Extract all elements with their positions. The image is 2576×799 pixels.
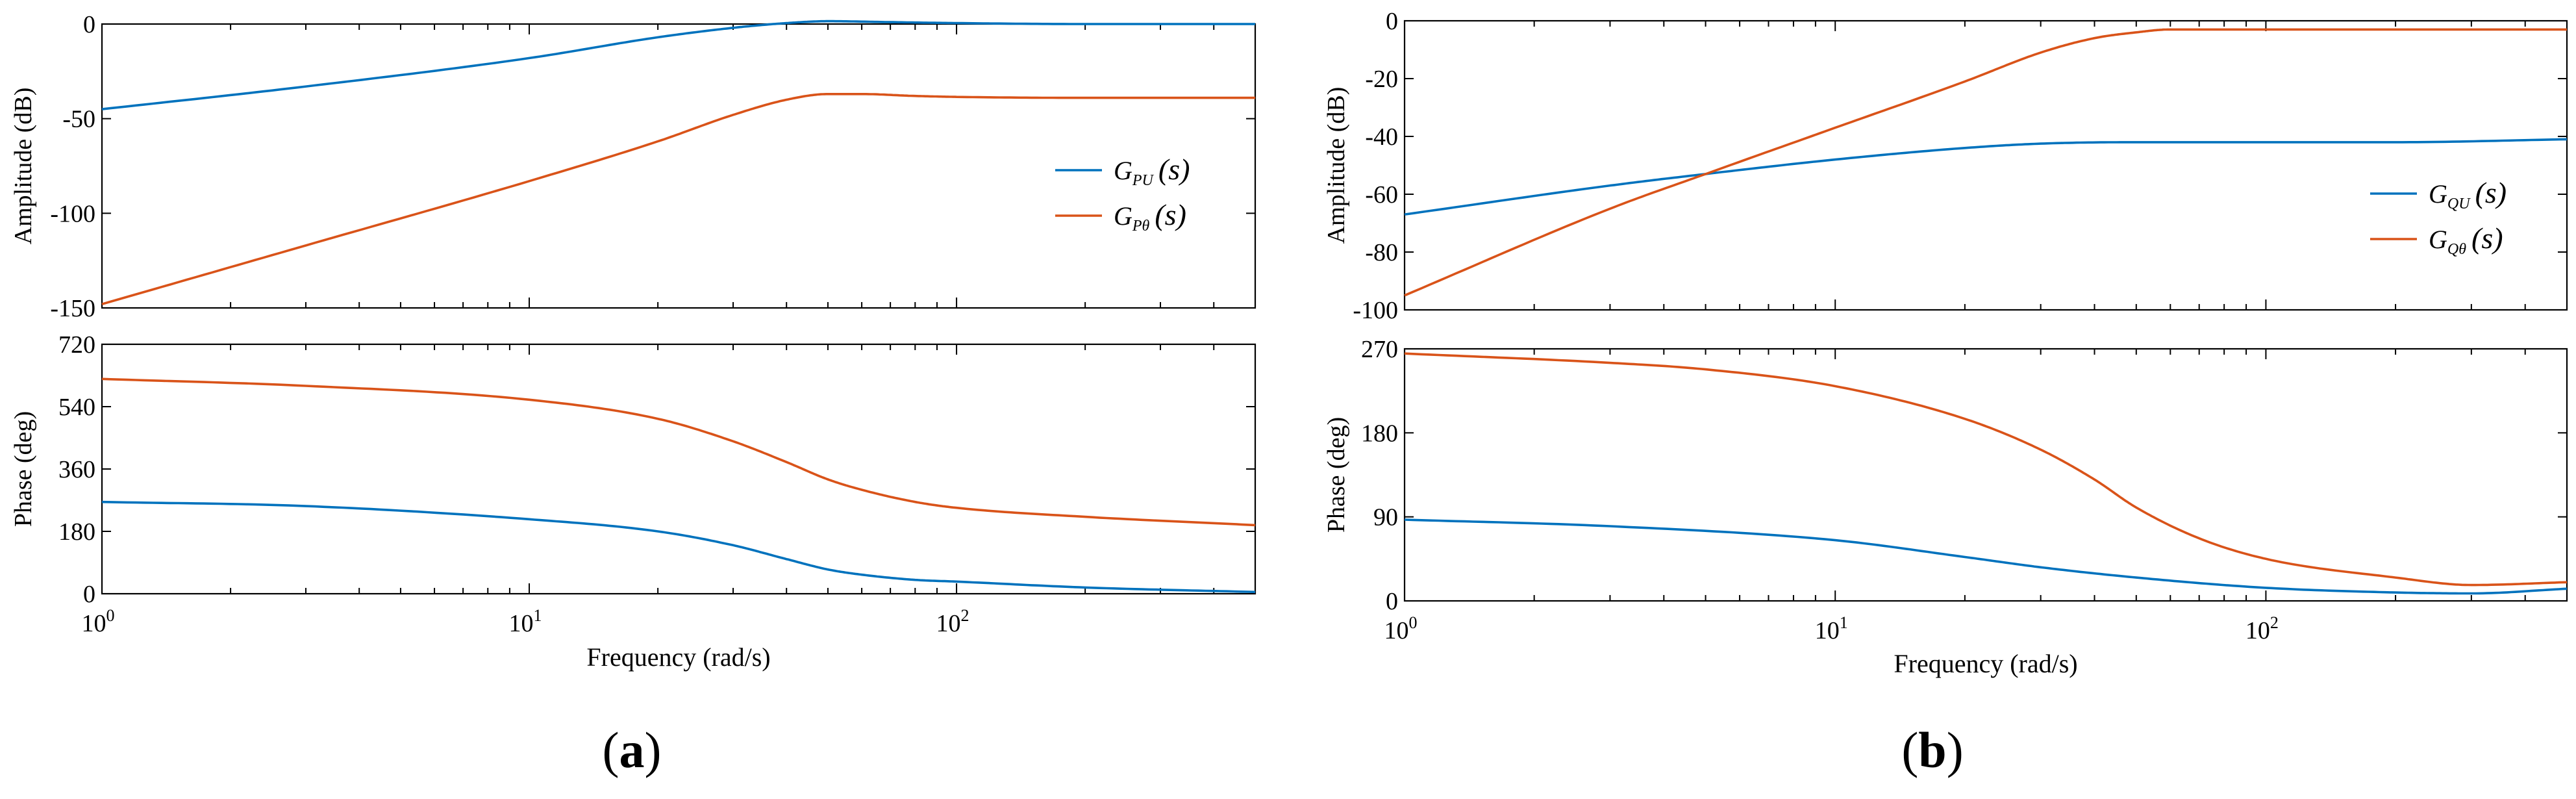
y-tick-label: -100 — [50, 200, 95, 227]
xlabel-b: Frequency (rad/s) — [1894, 649, 2077, 678]
chart-b: 0 -20 -40 -60 -80 -100 Amplitude (dB) GQU (s) GQθ… — [1323, 8, 2568, 678]
x-tick-label: 100 — [82, 606, 115, 637]
legend-entry: GPθ (s) — [1114, 198, 1186, 235]
phase-plot-a: 0 180 360 540 720 Phase (deg) — [10, 331, 1257, 608]
x-tick-label: 101 — [1815, 613, 1848, 644]
legend-entry: GQU (s) — [2429, 176, 2507, 212]
phase-series-G_PU(s) — [101, 500, 1256, 594]
phase-axes-box — [1403, 348, 2568, 602]
panel-label-a: (a) — [602, 722, 662, 778]
phase-ylabel: Phase (deg) — [1323, 417, 1350, 533]
x-tick-label: 100 — [1384, 613, 1418, 644]
phase-ylabel: Phase (deg) — [10, 411, 37, 527]
legend-entry: GPU (s) — [1114, 153, 1190, 189]
y-tick-label: 0 — [83, 11, 95, 38]
y-tick-label: -80 — [1365, 239, 1398, 266]
y-tick-label: 0 — [1386, 8, 1398, 35]
magnitude-plot-a: 0 -50 -100 -150 Amplitude (dB) GPU (s) GPθ (s) — [10, 11, 1257, 322]
phase-series-G_QU(s) — [1404, 518, 2568, 595]
y-tick-label: 90 — [1373, 504, 1398, 531]
y-tick-label: -40 — [1365, 123, 1398, 151]
y-tick-label: -60 — [1365, 181, 1398, 209]
phase-series-G_Qθ(s) — [1404, 352, 2568, 587]
magnitude-ylabel: Amplitude (dB) — [10, 88, 37, 245]
magnitude-series-G_PU(s) — [101, 19, 1255, 110]
x-tick-label: 101 — [509, 606, 542, 637]
magnitude-ylabel: Amplitude (dB) — [1323, 87, 1350, 244]
magnitude-plot-b: 0 -20 -40 -60 -80 -100 Amplitude (dB) GQU (s) GQθ… — [1323, 8, 2568, 324]
magnitude-series-G_Pθ(s) — [101, 93, 1255, 305]
y-tick-label: -50 — [62, 106, 95, 133]
x-tick-label: 102 — [2245, 613, 2279, 644]
magnitude-axes-box — [1403, 19, 2568, 311]
magnitude-series-G_Qθ(s) — [1404, 28, 2567, 297]
y-tick-label: -20 — [1365, 66, 1398, 93]
y-tick-label: 270 — [1361, 336, 1398, 363]
y-tick-label: 180 — [1361, 420, 1398, 447]
magnitude-series-G_QU(s) — [1404, 138, 2568, 216]
phase-series-G_Pθ(s) — [101, 377, 1256, 527]
phase-axes-box — [101, 343, 1257, 595]
y-tick-label: 0 — [1386, 588, 1398, 615]
y-tick-label: -150 — [50, 295, 95, 322]
magnitude-axes-box — [101, 23, 1257, 309]
y-tick-label: -100 — [1353, 297, 1398, 324]
legend-entry: GQθ (s) — [2429, 222, 2503, 258]
phase-plot-b: 0 90 180 270 Phase (deg) — [1323, 336, 2568, 615]
panel-label-b: (b) — [1901, 722, 1964, 778]
y-tick-label: 360 — [58, 456, 95, 483]
y-tick-label: 540 — [58, 394, 95, 421]
y-tick-label: 0 — [83, 581, 95, 608]
y-tick-label: 180 — [58, 518, 95, 546]
xlabel-a: Frequency (rad/s) — [586, 642, 770, 672]
y-tick-label: 720 — [58, 331, 95, 359]
x-tick-label: 102 — [936, 606, 969, 637]
